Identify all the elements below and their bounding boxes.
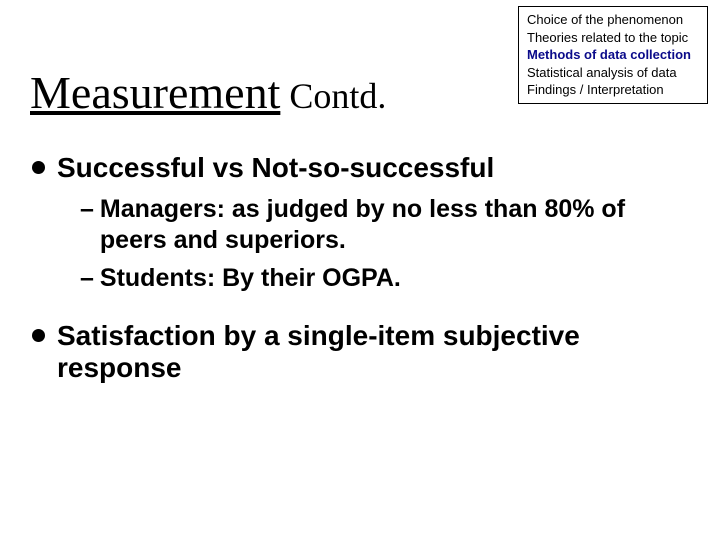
nav-item-4: Statistical analysis of data: [527, 64, 699, 82]
sub-bullet-1b: – Students: By their OGPA.: [80, 263, 690, 294]
nav-item-5: Findings / Interpretation: [527, 81, 699, 99]
bullet-2-text: Satisfaction by a single-item subjective…: [57, 320, 690, 384]
sub-1b-text: Students: By their OGPA.: [100, 263, 401, 294]
title-main: Measurement: [30, 67, 280, 118]
bullet-2: Satisfaction by a single-item subjective…: [32, 320, 690, 384]
bullet-icon: [32, 161, 45, 174]
bullet-icon: [32, 329, 45, 342]
dash-icon: –: [80, 263, 94, 294]
dash-icon: –: [80, 194, 94, 257]
slide-title: Measurement Contd.: [30, 66, 386, 119]
nav-item-1: Choice of the phenomenon: [527, 11, 699, 29]
slide-content: Successful vs Not-so-successful – Manage…: [32, 152, 690, 394]
bullet-1: Successful vs Not-so-successful: [32, 152, 690, 184]
nav-item-2: Theories related to the topic: [527, 29, 699, 47]
sub-bullet-1a: – Managers: as judged by no less than 80…: [80, 194, 690, 257]
title-suffix: Contd.: [280, 76, 386, 116]
sub-1a-text: Managers: as judged by no less than 80% …: [100, 194, 690, 257]
bullet-1-text: Successful vs Not-so-successful: [57, 152, 494, 184]
nav-box: Choice of the phenomenon Theories relate…: [518, 6, 708, 104]
nav-item-3: Methods of data collection: [527, 46, 699, 64]
